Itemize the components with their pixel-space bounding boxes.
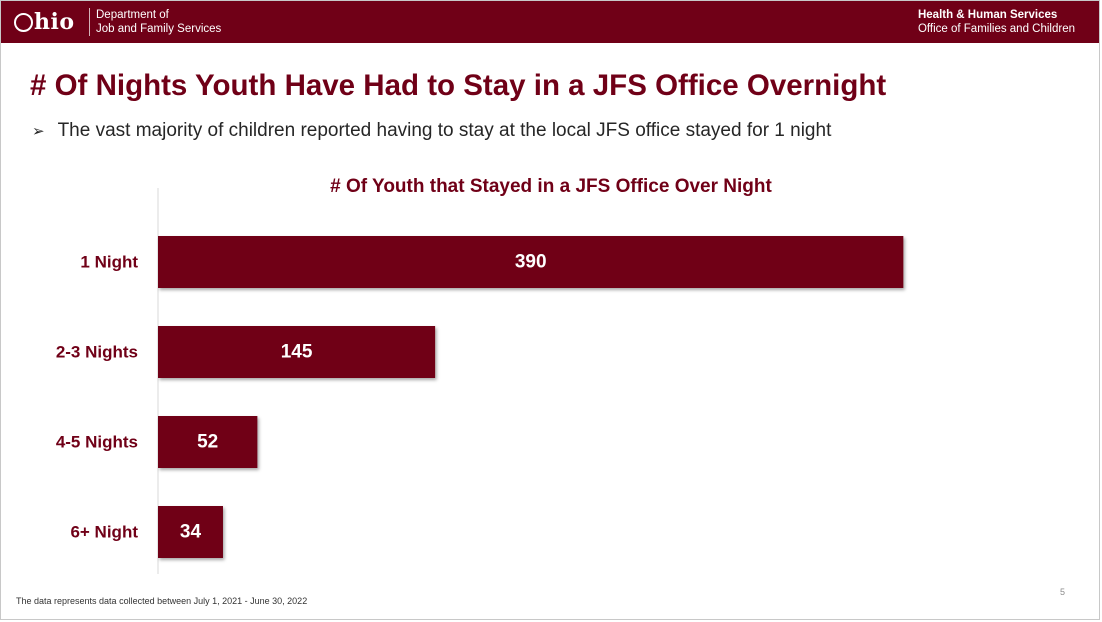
bullet-point: ➢ The vast majority of children reported… <box>32 120 831 142</box>
department-line-1: Department of <box>96 9 169 21</box>
logo-text: hio <box>34 9 75 35</box>
agency-name: Health & Human Services Office of Famili… <box>918 9 1075 36</box>
bar-1 <box>158 326 436 378</box>
agency-line-1: Health & Human Services <box>917 9 1058 21</box>
bar-3 <box>158 506 223 558</box>
bullet-text: The vast majority of children reported h… <box>57 120 832 141</box>
slide-title: # Of Nights Youth Have Had to Stay in a … <box>30 69 887 102</box>
value-label-2: 52 <box>197 432 218 453</box>
value-label-0: 390 <box>515 252 547 273</box>
logo-divider <box>89 8 90 36</box>
department-line-2: Job and Family Services <box>96 22 222 35</box>
category-label-2: 4-5 Nights <box>56 433 138 452</box>
category-label-1: 2-3 Nights <box>56 343 138 362</box>
chart-title: # Of Youth that Stayed in a JFS Office O… <box>330 176 772 197</box>
agency-line-2: Office of Families and Children <box>917 22 1075 35</box>
category-label-0: 1 Night <box>80 253 138 272</box>
value-label-3: 34 <box>180 522 202 543</box>
department-name: Department of Job and Family Services <box>96 9 221 36</box>
footnote: The data represents data collected betwe… <box>16 596 308 606</box>
page-number: 5 <box>1060 587 1066 597</box>
arrow-bullet-icon: ➢ <box>32 123 45 140</box>
logo-o-ring <box>14 12 33 32</box>
bar-2 <box>158 416 258 468</box>
ohio-logo: hio <box>14 7 75 37</box>
bar-0 <box>158 236 904 288</box>
header-bar: hio Department of Job and Family Service… <box>1 1 1099 43</box>
category-label-3: 6+ Night <box>70 523 138 542</box>
value-label-1: 145 <box>281 342 313 363</box>
